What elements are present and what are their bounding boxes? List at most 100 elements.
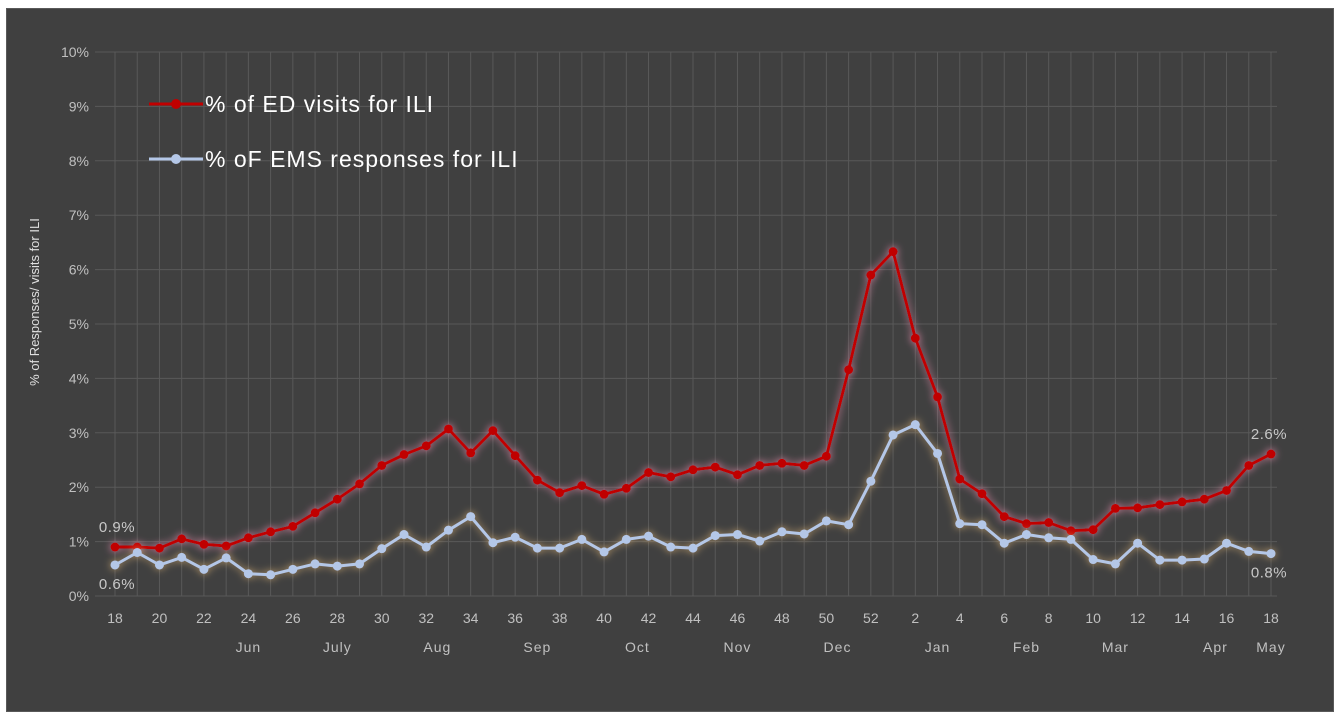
x-tick-label: 22 bbox=[196, 610, 212, 626]
x-tick-label: 44 bbox=[685, 610, 701, 626]
ed-point bbox=[644, 468, 654, 478]
month-label: July bbox=[323, 639, 352, 655]
ems-point bbox=[377, 544, 387, 554]
y-tick-label: 4% bbox=[69, 370, 89, 386]
x-tick-label: 34 bbox=[463, 610, 479, 626]
ems-point bbox=[266, 570, 276, 580]
ems-point bbox=[466, 512, 476, 522]
ed-point bbox=[532, 475, 542, 485]
legend: % of ED visits for ILI % oF EMS responses… bbox=[149, 91, 518, 172]
ed-point bbox=[510, 451, 520, 461]
ems-series bbox=[110, 420, 1276, 580]
y-tick-label: 2% bbox=[69, 479, 89, 495]
ed-point bbox=[355, 479, 365, 489]
ems-point bbox=[1266, 549, 1276, 559]
ems-point bbox=[110, 560, 120, 570]
ems-point bbox=[288, 564, 298, 574]
x-tick-label: 46 bbox=[730, 610, 746, 626]
x-tick-label: 12 bbox=[1130, 610, 1146, 626]
ed-point bbox=[688, 465, 698, 475]
ed-point bbox=[1110, 503, 1120, 513]
ems-point bbox=[577, 534, 587, 544]
ems-point bbox=[888, 430, 898, 440]
x-tick-label: 8 bbox=[1045, 610, 1053, 626]
month-label: Aug bbox=[423, 639, 451, 655]
y-tick-label: 1% bbox=[69, 534, 89, 550]
x-tick-label: 50 bbox=[819, 610, 835, 626]
x-tick-label: 40 bbox=[596, 610, 612, 626]
ems-point bbox=[910, 420, 920, 430]
x-tick-label: 4 bbox=[956, 610, 964, 626]
ed-point bbox=[710, 462, 720, 472]
y-tick-label: 6% bbox=[69, 262, 89, 278]
ed-point bbox=[399, 450, 409, 460]
x-tick-label: 6 bbox=[1000, 610, 1008, 626]
ems-point bbox=[399, 530, 409, 540]
data-label: 2.6% bbox=[1251, 426, 1287, 443]
ems-point bbox=[310, 559, 320, 569]
month-labels: Jun July Aug Sep Oct Nov Dec Jan Feb Mar Apr May bbox=[236, 639, 1285, 655]
ems-point bbox=[844, 520, 854, 530]
data-labels: 0.9% 0.6% 2.6% 0.8% bbox=[99, 426, 1287, 593]
ed-point bbox=[1133, 503, 1143, 513]
x-tick-label: 10 bbox=[1085, 610, 1101, 626]
ed-point bbox=[332, 494, 342, 504]
ems-point bbox=[644, 531, 654, 541]
ed-point bbox=[555, 488, 565, 498]
x-tick-label: 30 bbox=[374, 610, 390, 626]
ems-point bbox=[1133, 538, 1143, 548]
x-tick-label: 2 bbox=[911, 610, 919, 626]
x-tick-label: 26 bbox=[285, 610, 301, 626]
x-tick-label: 52 bbox=[863, 610, 879, 626]
ed-point bbox=[1066, 526, 1076, 536]
ems-point bbox=[132, 547, 142, 557]
ed-point bbox=[1088, 525, 1098, 535]
y-tick-label: 8% bbox=[69, 153, 89, 169]
month-label: Oct bbox=[625, 639, 650, 655]
y-axis-ticks: 0% 1% 2% 3% 4% 5% 6% 7% 8% 9% 10% bbox=[61, 44, 89, 604]
x-tick-label: 18 bbox=[107, 610, 123, 626]
ems-point bbox=[933, 448, 943, 458]
month-label: Dec bbox=[824, 639, 852, 655]
ems-point bbox=[1088, 555, 1098, 565]
x-tick-label: 28 bbox=[330, 610, 346, 626]
ems-point bbox=[1177, 555, 1187, 565]
x-tick-label: 16 bbox=[1219, 610, 1235, 626]
ed-point bbox=[866, 270, 876, 280]
y-tick-label: 7% bbox=[69, 207, 89, 223]
ed-point bbox=[577, 481, 587, 491]
ed-point bbox=[777, 458, 787, 468]
ed-point bbox=[443, 424, 453, 434]
ed-point bbox=[1244, 460, 1254, 470]
ed-point bbox=[977, 489, 987, 499]
ed-series bbox=[110, 247, 1276, 553]
ems-point bbox=[243, 569, 253, 579]
ems-point bbox=[355, 559, 365, 569]
ed-point bbox=[621, 483, 631, 493]
ems-legend-marker bbox=[171, 154, 181, 164]
ed-point bbox=[310, 508, 320, 518]
ed-point bbox=[844, 365, 854, 375]
ems-point bbox=[199, 564, 209, 574]
ems-point bbox=[332, 561, 342, 571]
ed-point bbox=[1021, 519, 1031, 529]
y-tick-label: 9% bbox=[69, 98, 89, 114]
ed-point bbox=[1266, 449, 1276, 459]
ems-point bbox=[1110, 559, 1120, 569]
y-axis-label: % of Responses/ visits for ILI bbox=[27, 218, 42, 386]
month-label: Apr bbox=[1203, 639, 1228, 655]
ed-point bbox=[266, 527, 276, 537]
ed-point bbox=[1155, 500, 1165, 510]
grid-lines bbox=[95, 51, 1277, 597]
x-tick-label: 24 bbox=[241, 610, 257, 626]
x-tick-label: 20 bbox=[152, 610, 168, 626]
ems-point bbox=[1155, 555, 1165, 565]
x-tick-label: 42 bbox=[641, 610, 657, 626]
ed-point bbox=[177, 534, 187, 544]
month-label: Jun bbox=[236, 639, 262, 655]
ed-point bbox=[910, 333, 920, 343]
y-tick-label: 5% bbox=[69, 316, 89, 332]
x-tick-label: 38 bbox=[552, 610, 568, 626]
y-tick-label: 3% bbox=[69, 425, 89, 441]
